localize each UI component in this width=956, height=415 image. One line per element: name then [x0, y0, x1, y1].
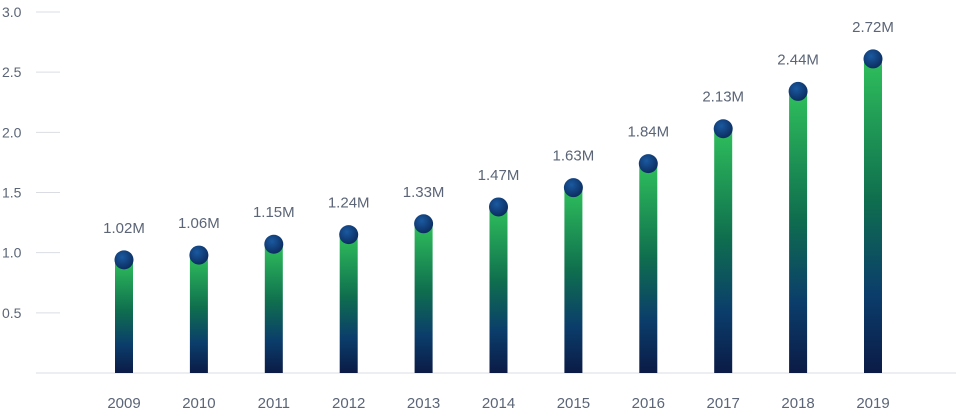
- bar-cap-dot: [189, 245, 209, 265]
- bar-2019: [864, 58, 882, 374]
- x-tick-label: 2011: [258, 395, 290, 412]
- y-tick-label: 0.5: [2, 305, 22, 321]
- x-tick-label: 2014: [482, 395, 515, 412]
- bar-cap-dot: [114, 250, 134, 270]
- y-tick-label: 2.5: [2, 64, 22, 80]
- bar-cap-dot: [863, 49, 883, 69]
- x-tick-label: 2018: [781, 395, 814, 412]
- bar-2010: [189, 255, 208, 373]
- data-label: 2.72M: [852, 19, 894, 36]
- x-tick-label: 2010: [182, 395, 215, 412]
- bar-2014: [489, 206, 508, 373]
- bar-2017: [714, 128, 733, 373]
- x-axis: 2009 2010 2011 2012 2013 2014 2015 2016 2017 2018…: [107, 395, 889, 412]
- bar-cap-dot: [264, 234, 284, 254]
- bar-2009: [115, 259, 133, 373]
- x-tick-label: 2009: [107, 395, 140, 412]
- data-label: 1.84M: [627, 124, 669, 141]
- y-tick-label: 1.0: [2, 245, 22, 261]
- data-label: 2.13M: [702, 89, 744, 106]
- y-tick-label: 1.5: [2, 185, 22, 201]
- data-label: 1.15M: [253, 204, 295, 221]
- bar-cap-dot: [638, 154, 658, 174]
- bar-2012: [339, 234, 358, 373]
- data-label: 1.47M: [478, 167, 520, 184]
- x-tick-label: 2012: [332, 395, 365, 412]
- data-label: 2.44M: [777, 51, 819, 68]
- data-label: 1.02M: [103, 220, 145, 237]
- bar-cap-dot: [414, 214, 434, 234]
- data-label: 1.63M: [553, 148, 595, 165]
- bar-cap-dot: [713, 119, 733, 139]
- data-label: 1.24M: [328, 195, 370, 212]
- bar-2013: [414, 223, 433, 373]
- data-label: 1.33M: [403, 184, 445, 201]
- bar-cap-dot: [563, 178, 583, 198]
- bar-2018: [789, 91, 808, 374]
- bar-cap-dot: [788, 81, 808, 101]
- x-tick-label: 2019: [856, 395, 889, 412]
- x-tick-label: 2013: [407, 395, 440, 412]
- bar-2015: [564, 187, 583, 373]
- bar-2011: [264, 244, 283, 373]
- bar-cap-dot: [489, 197, 508, 217]
- y-tick-label: 3.0: [2, 4, 22, 20]
- bars: [114, 49, 883, 374]
- x-tick-label: 2016: [632, 395, 665, 412]
- x-tick-label: 2015: [557, 395, 590, 412]
- bar-2016: [639, 163, 658, 373]
- x-tick-label: 2017: [707, 395, 740, 412]
- y-tick-label: 2.0: [2, 124, 22, 140]
- bar-cap-dot: [339, 225, 359, 245]
- y-axis: 0.5 1.0 1.5 2.0 2.5 3.0: [2, 4, 22, 321]
- data-label: 1.06M: [178, 215, 220, 232]
- data-labels: 1.02M 1.06M 1.15M 1.24M 1.33M 1.47M 1.63M 1.84M…: [103, 19, 894, 237]
